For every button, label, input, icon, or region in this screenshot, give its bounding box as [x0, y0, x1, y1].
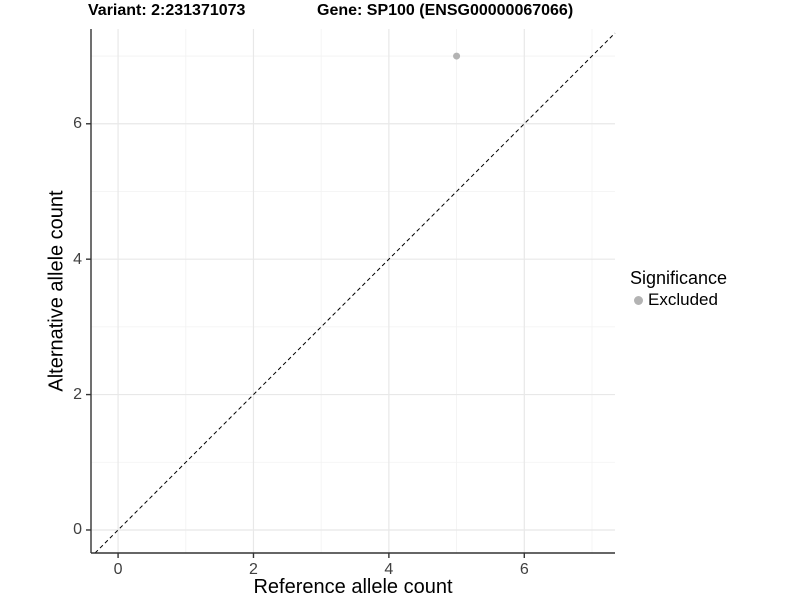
x-tick-label: 2 [249, 561, 258, 578]
y-tick-label: 6 [73, 115, 82, 133]
legend-item-label: Excluded [648, 290, 718, 309]
y-tick-label: 0 [73, 521, 82, 539]
legend-title: Significance [630, 268, 728, 288]
legend: Significance Excluded [630, 268, 727, 310]
x-tick-label: 4 [384, 561, 394, 578]
identity-line [94, 32, 616, 554]
x-axis-label: Reference allele count [253, 576, 453, 598]
data-point [453, 52, 461, 60]
legend-item-excluded: Excluded [634, 290, 727, 310]
x-tick-label: 6 [519, 561, 529, 578]
y-axis-label: Alternative allele count [45, 190, 68, 392]
plot-title-gene: Gene: SP100 (ENSG00000067066) [317, 2, 574, 19]
y-tick-label: 2 [73, 386, 82, 404]
y-tick-label: 4 [73, 250, 82, 268]
plot-title-variant: Variant: 2:231371073 [88, 2, 246, 19]
x-tick-label: 0 [113, 561, 123, 578]
legend-point-icon [634, 295, 643, 305]
